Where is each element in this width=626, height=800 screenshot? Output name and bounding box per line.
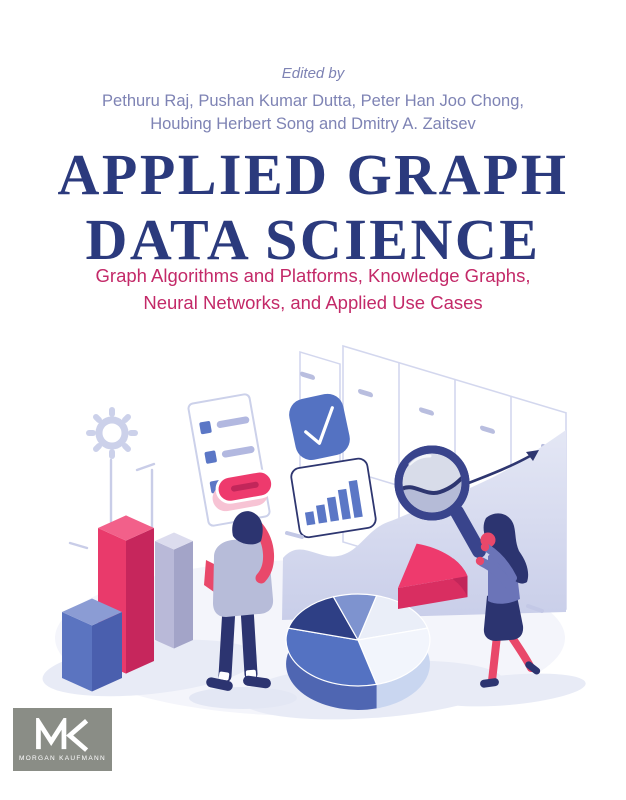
book-subtitle: Graph Algorithms and Platforms, Knowledg… <box>0 262 626 316</box>
publisher-name: MORGAN KAUFMANN <box>18 754 107 762</box>
editors-line-2: Houbing Herbert Song and Dmitry A. Zaits… <box>150 115 476 133</box>
ground-dashes <box>285 531 544 613</box>
title-line-1: APPLIED GRAPH <box>57 142 569 207</box>
pie-chart-3d <box>285 543 468 710</box>
subtitle-line-2: Neural Networks, and Applied Use Cases <box>143 292 483 313</box>
trend-arrow-icon <box>464 450 539 486</box>
female-analyst <box>475 513 541 688</box>
book-title: APPLIED GRAPH DATA SCIENCE <box>0 142 626 272</box>
mini-bar-chart-card <box>290 457 377 539</box>
male-analyst <box>204 511 274 691</box>
title-line-2: DATA SCIENCE <box>85 207 541 272</box>
publisher-logo-block: MORGAN KAUFMANN <box>13 708 112 771</box>
checklist-card <box>187 393 275 527</box>
editors-line-1: Pethuru Raj, Pushan Kumar Dutta, Peter H… <box>102 92 524 110</box>
check-badge-icon <box>289 393 350 460</box>
decorative-lines <box>68 458 156 550</box>
magnifying-glass-icon <box>394 445 486 558</box>
mk-monogram-icon <box>35 717 88 752</box>
pill-button <box>212 469 275 512</box>
subtitle-line-1: Graph Algorithms and Platforms, Knowledg… <box>95 265 531 286</box>
edited-by-label: Edited by <box>281 65 345 82</box>
pie-slice-exploded <box>398 543 468 609</box>
bar-chart-3d <box>62 515 193 692</box>
editors-block: Edited by Pethuru Raj, Pushan Kumar Dutt… <box>0 64 626 136</box>
gear-icon <box>86 407 138 459</box>
